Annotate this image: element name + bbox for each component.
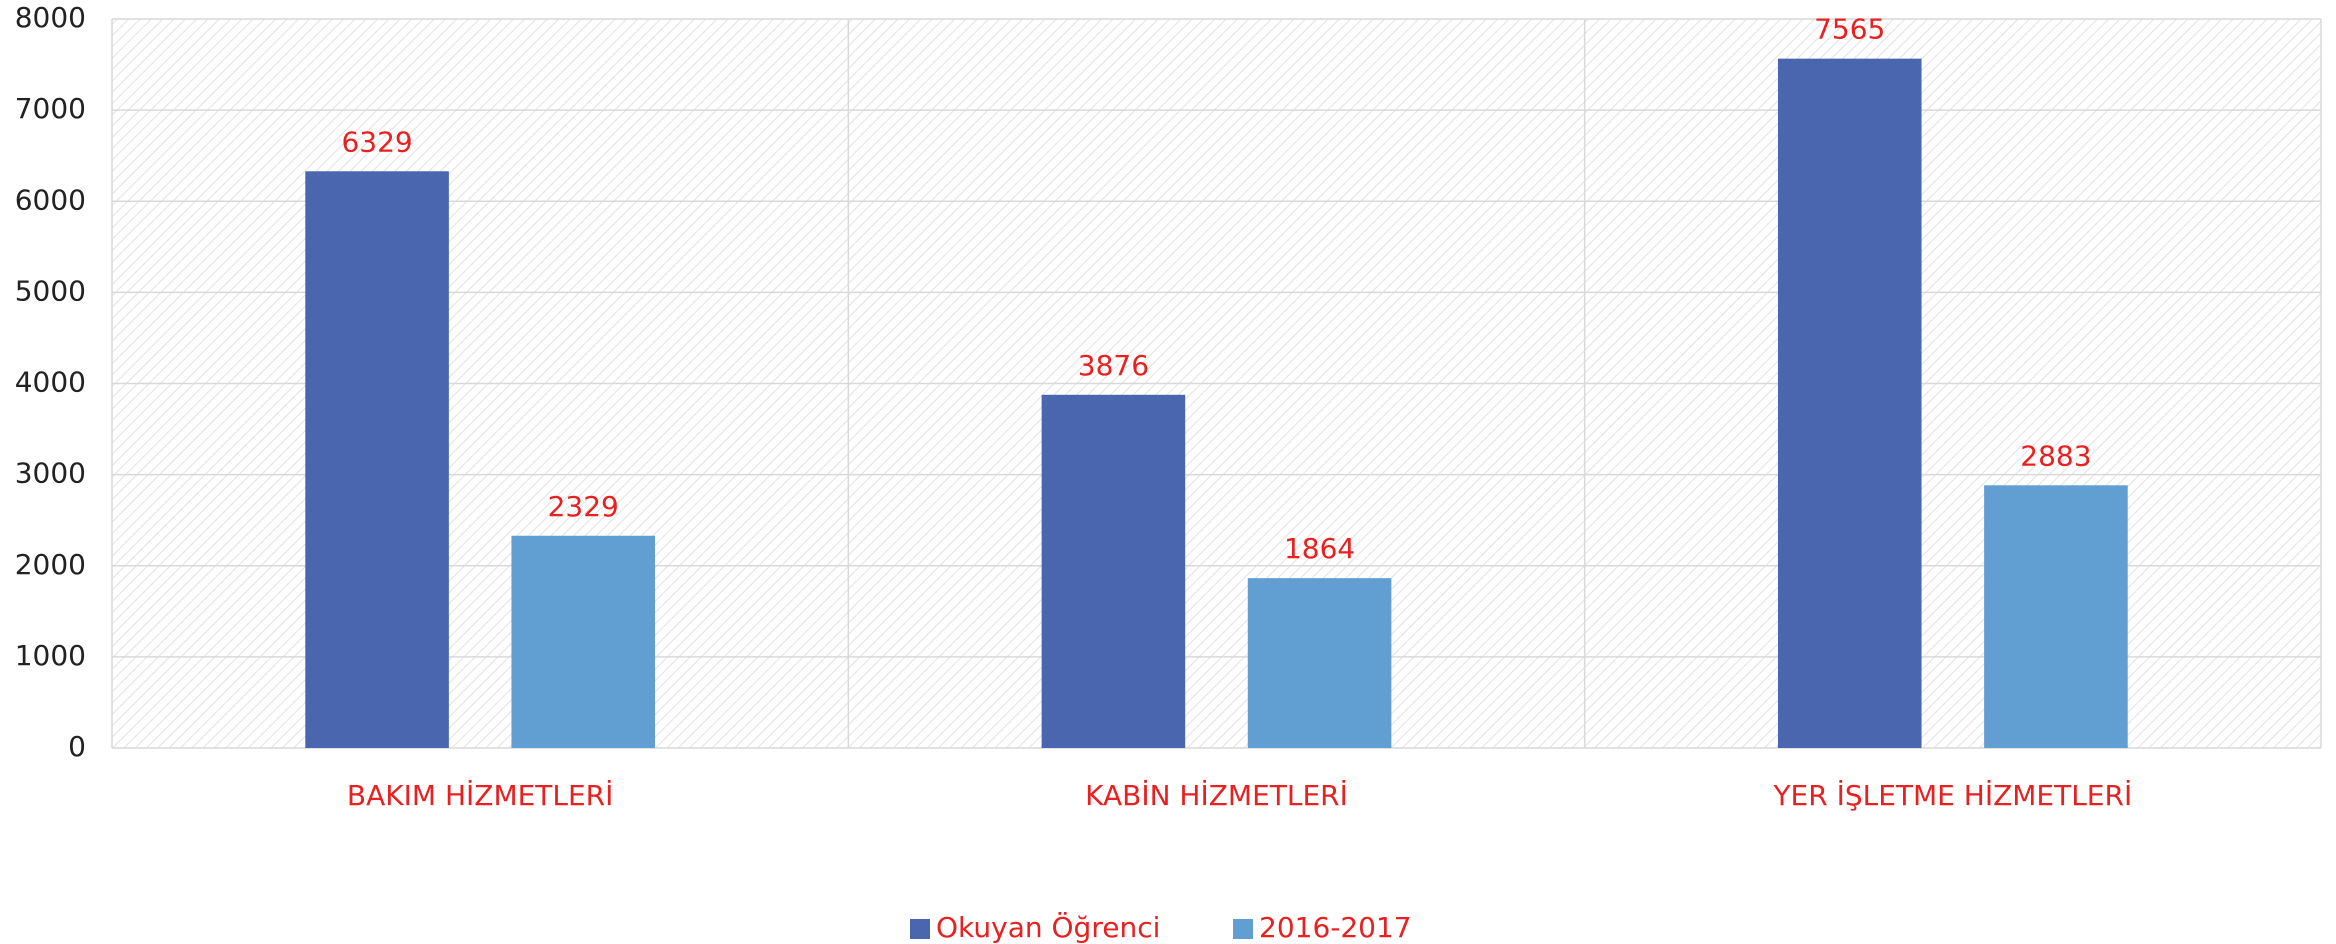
data-label: 2883 [2020,439,2091,472]
y-tick-label: 7000 [15,92,86,125]
x-tick-label: YER İŞLETME HİZMETLERİ [1772,779,2132,812]
data-label: 2329 [548,490,619,523]
bar [511,535,656,748]
y-tick-label: 6000 [15,183,86,216]
data-label: 6329 [341,125,412,158]
x-tick-label: KABİN HİZMETLERİ [1085,779,1348,812]
data-label: 3876 [1078,349,1149,382]
legend-label: 2016-2017 [1259,911,1412,944]
y-tick-label: 1000 [15,639,86,672]
bar [1247,578,1392,748]
bar [1984,485,2128,748]
data-label: 7565 [1814,13,1885,46]
legend-swatch [910,919,930,939]
y-tick-label: 5000 [15,274,86,307]
x-tick-label: BAKIM HİZMETLERİ [347,779,614,812]
y-tick-label: 8000 [15,1,86,34]
bar [305,171,449,748]
y-tick-label: 4000 [15,366,86,399]
legend-label: Okuyan Öğrenci [936,910,1160,944]
data-label: 1864 [1284,532,1355,565]
y-tick-label: 3000 [15,457,86,490]
y-tick-label: 0 [68,730,86,763]
bar [1777,58,1922,748]
y-tick-label: 2000 [15,548,86,581]
bar [1041,394,1186,748]
legend-swatch [1233,919,1253,939]
